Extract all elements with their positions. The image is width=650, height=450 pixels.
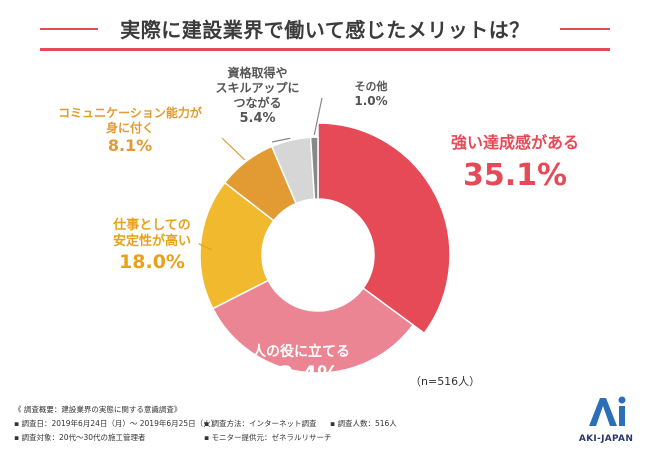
label-stability-value: 18.0% [119,250,185,273]
label-communication-line1: コミュニケーション能力が [58,106,202,120]
label-helpful: 人の役に立てる 32.4% [226,344,376,389]
label-communication-value: 8.1% [107,136,153,155]
label-helpful-name: 人の役に立てる [252,344,350,360]
label-other-name: その他 [354,80,388,93]
title-underline [40,48,610,51]
survey-period: ▪ 調査日：2019年6月24日（月）～ 2019年6月25日（火） [14,419,219,428]
label-stability-line1: 仕事としての [113,218,191,233]
label-achievement: 強い達成感がある 35.1% [420,133,610,195]
survey-method: ▪ 調査方法：インターネット調査 [204,419,317,428]
slice-helpful [211,279,415,374]
label-helpful-value: 32.4% [262,362,340,388]
label-other-value: 1.0% [354,93,388,108]
sample-size-note: （n=516人） [410,375,481,388]
survey-heading: 《 調査概要：建設業界の実態に関する意識調査》 [14,405,182,414]
label-qualification-line2: スキルアップに [215,81,300,95]
survey-count: ▪ 調査人数：516人 [330,419,397,428]
title-rule-left [40,28,98,30]
label-communication-line2: 身に付く [105,121,154,135]
slice-other [309,136,319,200]
label-qualification-value: 5.4% [239,111,276,126]
label-communication: コミュニケーション能力が 身に付く 8.1% [30,106,230,156]
label-qualification: 資格取得や スキルアップに つながる 5.4% [200,66,315,127]
leader-stability [198,243,213,251]
title-rule-right [560,28,610,30]
leader-other [313,97,323,136]
label-stability-line2: 安定性が高い [112,234,191,250]
chart-title: 実際に建設業界で働いて感じたメリットは？ [120,18,530,42]
label-achievement-value: 35.1% [462,158,568,193]
logo-text: AKI-JAPAN [578,434,634,444]
survey-target: ▪ 調査対象：20代～30代の施工管理者 [14,433,146,442]
label-qualification-line3: つながる [233,96,282,110]
label-other: その他 1.0% [336,80,406,109]
leader-qualification [271,137,291,143]
label-achievement-name: 強い達成感がある [450,133,579,152]
slice-achievement [317,122,451,335]
label-stability: 仕事としての 安定性が高い 18.0% [92,218,212,274]
label-qualification-line1: 資格取得や [227,66,288,80]
aki-japan-logo: AKI-JAPAN [575,392,637,444]
logo-mark-icon [589,396,626,426]
leader-communication [221,137,246,161]
survey-provider: ▪ モニター提供元：ゼネラルリサーチ [204,433,332,442]
